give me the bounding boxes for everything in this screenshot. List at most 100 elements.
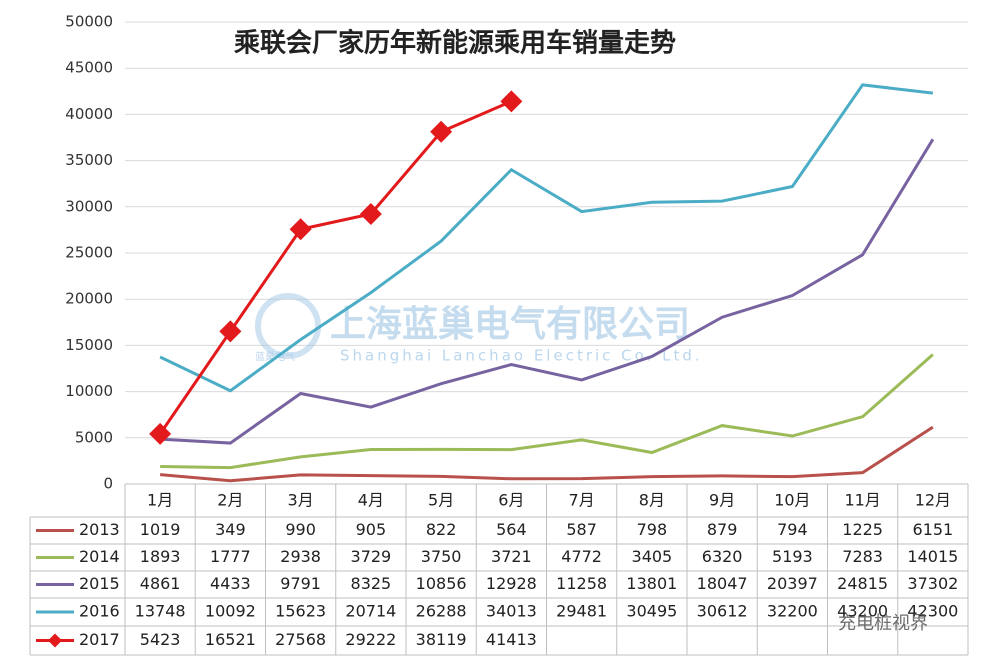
table-value: 13801 [626, 574, 677, 593]
series-line [160, 138, 935, 445]
table-value: 564 [496, 520, 527, 539]
table-value: 11258 [556, 574, 607, 593]
table-value: 1777 [210, 547, 251, 566]
y-tick-label: 10000 [65, 382, 113, 400]
table-value: 10856 [416, 574, 467, 593]
table-value: 5193 [772, 547, 813, 566]
table-value: 4861 [140, 574, 181, 593]
legend-label: 2016 [79, 602, 120, 621]
table-value: 30495 [626, 602, 677, 621]
table-value: 4772 [561, 547, 602, 566]
table-value: 12928 [486, 574, 537, 593]
x-tick-label: 5月 [428, 491, 454, 510]
y-tick-label: 20000 [65, 290, 113, 308]
series-line [160, 353, 934, 470]
x-tick-label: 7月 [569, 491, 595, 510]
table-value: 1893 [140, 547, 181, 566]
legend-label: 2017 [79, 630, 120, 649]
series-marker [219, 320, 242, 343]
table-value: 29481 [556, 602, 607, 621]
table-value: 42300 [907, 602, 958, 621]
legend-marker [48, 633, 62, 648]
table-value: 794 [777, 520, 808, 539]
series-line [159, 83, 934, 393]
table-value: 905 [356, 520, 387, 539]
table-value: 20714 [345, 602, 396, 621]
table-value: 3405 [632, 547, 673, 566]
table-value: 7283 [842, 547, 883, 566]
series-marker [500, 90, 523, 113]
table-value: 990 [285, 520, 316, 539]
table-value: 24815 [837, 574, 888, 593]
x-tick-label: 6月 [498, 491, 524, 510]
table-value: 32200 [767, 602, 818, 621]
table-value: 38119 [416, 630, 467, 649]
y-tick-label: 5000 [75, 428, 113, 446]
x-tick-label: 10月 [774, 491, 810, 510]
table-value: 10092 [205, 602, 256, 621]
table-value: 3729 [351, 547, 392, 566]
table-value: 14015 [907, 547, 958, 566]
table-value: 587 [566, 520, 597, 539]
table-value: 5423 [140, 630, 181, 649]
y-tick-label: 45000 [65, 59, 113, 77]
table-value: 34013 [486, 602, 537, 621]
y-tick-label: 0 [103, 475, 113, 493]
table-value: 26288 [416, 602, 467, 621]
table-value: 30612 [697, 602, 748, 621]
x-tick-label: 8月 [639, 491, 665, 510]
legend-label: 2014 [79, 547, 120, 566]
table-value: 15623 [275, 602, 326, 621]
table-value: 20397 [767, 574, 818, 593]
table-value: 349 [215, 520, 246, 539]
y-tick-label: 30000 [65, 197, 113, 215]
x-tick-label: 12月 [915, 491, 951, 510]
table-value: 16521 [205, 630, 256, 649]
table-value: 13748 [135, 602, 186, 621]
table-value: 6151 [913, 520, 954, 539]
y-tick-label: 40000 [65, 105, 113, 123]
table-value: 4433 [210, 574, 251, 593]
table-value: 822 [426, 520, 457, 539]
watermark: 上海蓝巢电气有限公司 [330, 304, 690, 345]
table-value: 43200 [837, 602, 888, 621]
table-value: 3721 [491, 547, 532, 566]
table-value: 1019 [140, 520, 181, 539]
chart-title: 乘联会厂家历年新能源乘用车销量走势 [233, 28, 676, 59]
x-tick-label: 3月 [288, 491, 314, 510]
table-value: 1225 [842, 520, 883, 539]
table-value: 879 [707, 520, 738, 539]
table-value: 9791 [280, 574, 321, 593]
series-line [159, 425, 934, 483]
table-value: 37302 [907, 574, 958, 593]
legend-label: 2013 [79, 520, 120, 539]
table-value: 27568 [275, 630, 326, 649]
table-value: 41413 [486, 630, 537, 649]
table-value: 2938 [280, 547, 321, 566]
series-marker [149, 422, 172, 445]
y-tick-label: 15000 [65, 336, 113, 354]
series-marker [289, 218, 312, 241]
x-tick-label: 11月 [844, 491, 880, 510]
table-value: 8325 [351, 574, 392, 593]
x-tick-label: 2月 [217, 491, 243, 510]
x-tick-label: 1月 [147, 491, 173, 510]
y-tick-label: 25000 [65, 244, 113, 262]
series-line [158, 99, 512, 435]
series-marker [359, 202, 382, 225]
y-tick-label: 35000 [65, 151, 113, 169]
watermark: 充电桩视界 [838, 613, 928, 634]
table-value: 6320 [702, 547, 743, 566]
y-tick-label: 50000 [65, 13, 113, 31]
table-value: 3750 [421, 547, 462, 566]
x-tick-label: 9月 [709, 491, 735, 510]
table-value: 29222 [345, 630, 396, 649]
table-value: 798 [637, 520, 668, 539]
table-value: 18047 [697, 574, 748, 593]
x-tick-label: 4月 [358, 491, 384, 510]
watermark: Shanghai Lanchao Electric Co. Ltd. [340, 347, 703, 365]
watermark-logo [255, 293, 321, 359]
legend-label: 2015 [79, 574, 120, 593]
